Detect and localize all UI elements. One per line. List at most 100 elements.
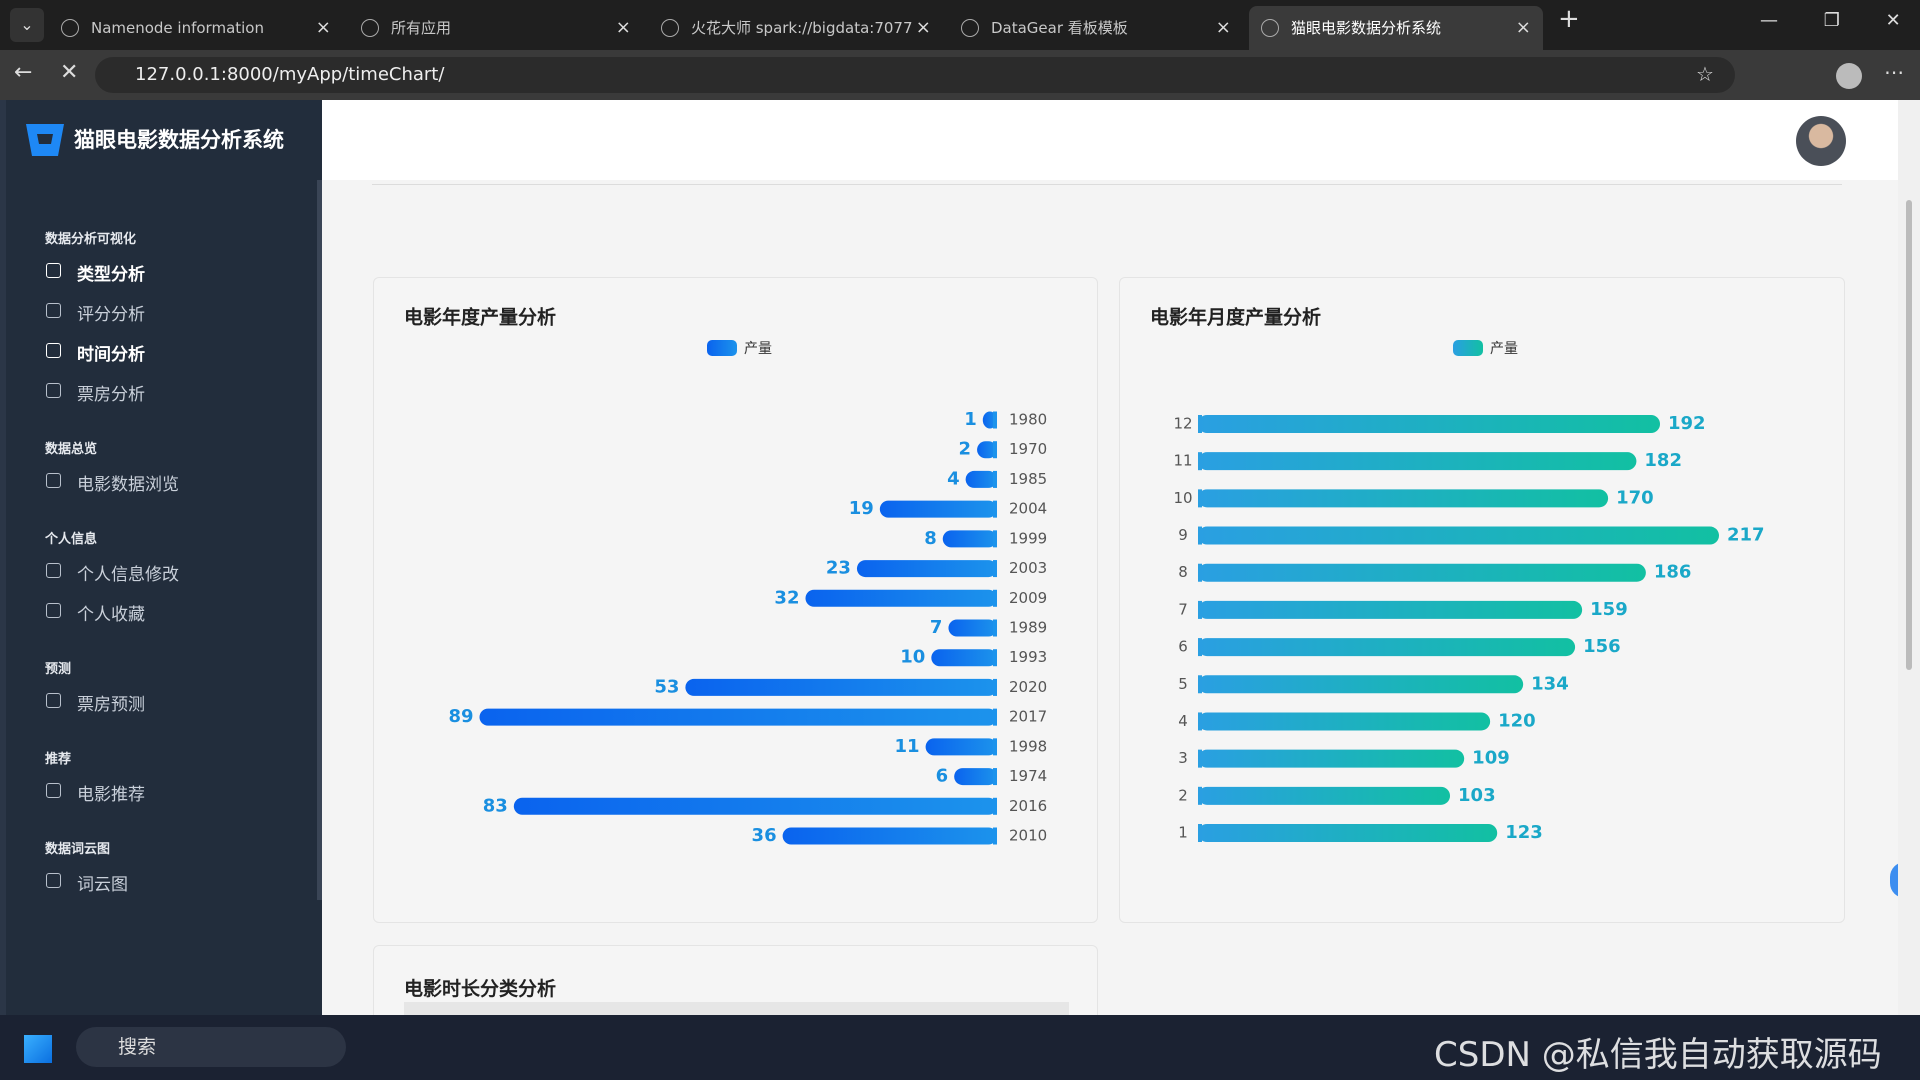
nav-item[interactable]: 票房分析 — [77, 385, 145, 405]
section-heading: 数据总览 — [45, 442, 98, 457]
nav-item[interactable]: 时间分析 — [77, 345, 145, 365]
value-label: 6 — [936, 766, 949, 787]
value-label: 23 — [826, 558, 851, 579]
value-label: 32 — [774, 587, 799, 608]
value-label: 170 — [1616, 487, 1654, 508]
side-toggle[interactable]: ‹ — [1890, 862, 1898, 898]
url-field[interactable]: 127.0.0.1:8000/myApp/timeChart/ — [95, 57, 1735, 93]
sidebar-scrollbar — [317, 180, 322, 900]
bar-cap — [1198, 638, 1202, 657]
chart-title: 电影年月度产量分析 — [1150, 306, 1321, 329]
chart-card: 电影年度产量分析 产量 1980 1 1970 2 1985 4 2004 19 1999 8 2003… — [373, 277, 1098, 923]
nav-item[interactable]: 电影推荐 — [77, 785, 145, 805]
bar-cap — [993, 708, 997, 726]
category-label: 2020 — [1009, 678, 1047, 696]
tab-title: Namenode information — [90, 19, 264, 37]
avatar[interactable] — [1796, 116, 1846, 166]
bar — [1198, 712, 1491, 731]
category-label: 1989 — [1009, 619, 1047, 637]
category-label: 2004 — [1009, 500, 1047, 518]
bar-cap — [1198, 489, 1202, 508]
new-tab-button[interactable]: + — [1558, 4, 1580, 34]
nav-icon — [46, 383, 61, 398]
tab-close[interactable]: × — [1515, 17, 1531, 38]
tab-close[interactable]: × — [915, 17, 931, 38]
nav-icon — [46, 263, 61, 278]
value-label: 186 — [1654, 562, 1692, 583]
bar-cap — [993, 797, 997, 815]
value-label: 10 — [900, 647, 925, 668]
tab[interactable]: 火花大师 spark://bigdata:7077 × — [649, 6, 943, 50]
bar — [977, 441, 997, 459]
tab[interactable]: Namenode information × — [49, 6, 343, 50]
bar — [931, 649, 997, 667]
nav-item[interactable]: 个人信息修改 — [77, 565, 179, 585]
category-label: 6 — [1178, 638, 1188, 656]
start-button[interactable] — [24, 1035, 52, 1063]
favorite-button[interactable]: ☆ — [1696, 62, 1714, 86]
category-label: 4 — [1178, 712, 1188, 730]
tab-icon — [60, 19, 79, 37]
legend-swatch — [707, 340, 737, 356]
tab-list-button[interactable]: ⌄ — [10, 8, 44, 42]
value-label: 2 — [959, 439, 972, 460]
page-scrollbar — [1898, 100, 1920, 1015]
nav-item[interactable]: 票房预测 — [77, 695, 145, 715]
bar — [1198, 600, 1583, 619]
stop-button[interactable]: ✕ — [60, 60, 79, 85]
category-label: 7 — [1178, 600, 1188, 618]
bar — [879, 500, 997, 518]
tab[interactable]: DataGear 看板模板 × — [949, 6, 1243, 50]
chart-card: 电影时长分类分析 — [373, 945, 1098, 1015]
value-label: 4 — [947, 468, 960, 489]
search-box[interactable]: 搜索 — [76, 1027, 346, 1067]
bar — [685, 678, 997, 696]
nav-item[interactable]: 类型分析 — [77, 265, 145, 285]
category-label: 1980 — [1009, 411, 1047, 429]
back-button[interactable]: ← — [14, 60, 33, 85]
bar — [925, 738, 997, 756]
chart-title: 电影年度产量分析 — [404, 306, 556, 329]
window-controls[interactable]: — ❐ ✕ — [1760, 10, 1901, 31]
profile-button[interactable] — [1836, 63, 1862, 89]
value-label: 83 — [483, 795, 508, 816]
tab-title: 所有应用 — [390, 19, 451, 37]
nav-item[interactable]: 词云图 — [77, 875, 128, 895]
bar-cap — [993, 649, 997, 667]
nav-item[interactable]: 个人收藏 — [77, 605, 145, 625]
tab-close[interactable]: × — [615, 17, 631, 38]
bar — [948, 619, 997, 637]
value-label: 159 — [1590, 599, 1628, 620]
bar-cap — [1198, 600, 1202, 619]
category-label: 1985 — [1009, 470, 1047, 488]
value-label: 1 — [964, 409, 977, 430]
section-heading: 推荐 — [45, 752, 72, 767]
tab-close[interactable]: × — [315, 17, 331, 38]
value-label: 11 — [895, 736, 920, 757]
bar-cap — [993, 768, 997, 786]
legend-label: 产量 — [744, 341, 772, 357]
category-label: 3 — [1178, 749, 1188, 767]
tab[interactable]: 所有应用 × — [349, 6, 643, 50]
nav-icon — [46, 693, 61, 708]
bar — [965, 470, 997, 488]
scroll-thumb[interactable] — [1906, 200, 1912, 670]
placeholder — [404, 1002, 1069, 1015]
nav-icon — [46, 563, 61, 578]
logo — [26, 124, 64, 156]
bar — [856, 560, 997, 578]
tab-close[interactable]: × — [1215, 17, 1231, 38]
panel-title: 电影时长分类分析 — [404, 978, 557, 1000]
category-label: 2010 — [1009, 827, 1047, 845]
nav-item[interactable]: 评分分析 — [77, 305, 145, 325]
bar — [1198, 526, 1719, 545]
chart-card: 电影年月度产量分析 产量 12 192 11 182 10 170 9 217 8 186 7 159 6 1… — [1119, 277, 1845, 923]
tab-icon — [1260, 19, 1279, 37]
tab[interactable]: 猫眼电影数据分析系统 × — [1248, 6, 1543, 50]
bar — [1198, 452, 1637, 471]
nav-item[interactable]: 电影数据浏览 — [77, 475, 179, 495]
bar — [1198, 638, 1576, 657]
menu-button[interactable]: ⋯ — [1884, 60, 1904, 84]
